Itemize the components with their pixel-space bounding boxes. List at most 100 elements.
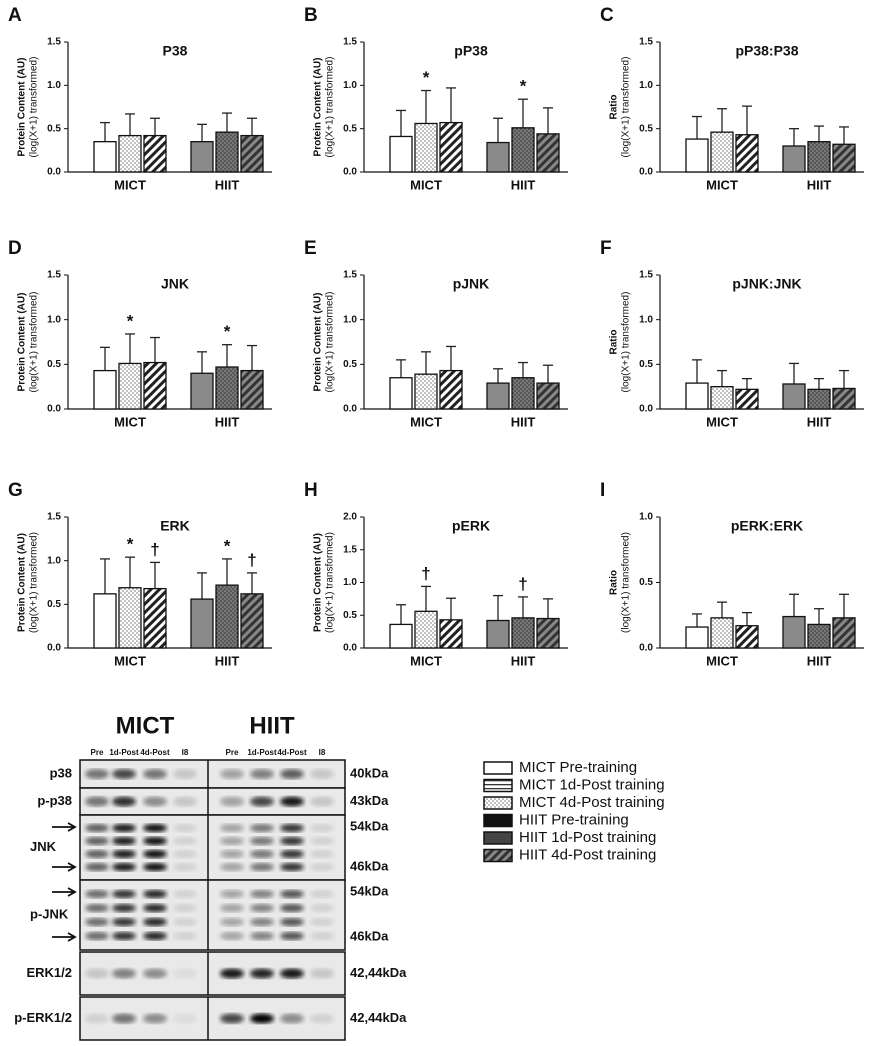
blot-band (85, 824, 109, 832)
blot-band (280, 837, 304, 845)
y-axis-label: (log(X+1) transformed) (325, 292, 336, 393)
blot-band (280, 904, 304, 912)
bar (486, 141, 510, 173)
y-tick-label: 0.5 (47, 123, 61, 134)
blot-band (143, 918, 167, 926)
blot-band (112, 796, 136, 807)
x-tick-label: MICT (706, 177, 738, 192)
bar (685, 138, 709, 173)
chart-title: ERK (160, 518, 190, 534)
bar (414, 122, 438, 173)
panel-letter: D (8, 238, 22, 259)
significance-label: * (423, 68, 430, 87)
blot-band (250, 932, 274, 940)
y-tick-label: 1.0 (343, 80, 357, 91)
blot-band (143, 890, 167, 898)
molecular-weight: 42,44kDa (350, 965, 407, 980)
bar (710, 386, 734, 410)
blot-band (280, 890, 304, 898)
y-tick-label: 1.5 (343, 544, 357, 555)
blot-band (85, 1013, 109, 1024)
y-tick-label: 1.0 (639, 80, 653, 91)
blot-band (112, 968, 136, 979)
blot-band (220, 824, 244, 832)
y-tick-label: 0.0 (639, 167, 653, 178)
blot-band (280, 796, 304, 807)
bar (118, 134, 142, 173)
y-tick-label: 0.5 (639, 359, 653, 370)
blot-band (112, 769, 136, 779)
y-tick-label: 0.5 (343, 123, 357, 134)
chart-title: P38 (163, 43, 188, 59)
lane-label: 4d-Post (277, 748, 307, 757)
legend-swatch (483, 831, 513, 845)
blot-row-label: p38 (50, 765, 72, 780)
blot-band (173, 1013, 197, 1024)
bar (807, 141, 831, 173)
blot-band (310, 1013, 334, 1024)
panel-letter: I (600, 480, 605, 501)
blot-band (310, 796, 334, 807)
bar (807, 623, 831, 649)
bar (832, 617, 856, 649)
x-tick-label: HIIT (215, 177, 240, 192)
y-tick-label: 1.5 (639, 270, 653, 281)
chart-title: pERK:ERK (731, 518, 803, 534)
bar (190, 141, 214, 173)
x-tick-label: HIIT (511, 177, 536, 192)
molecular-weight: 46kDa (350, 928, 389, 943)
y-tick-label: 1.0 (47, 314, 61, 325)
blot-band (280, 932, 304, 940)
significance-label: † (421, 564, 430, 583)
blot-band (310, 904, 334, 912)
x-tick-label: MICT (410, 414, 442, 429)
bar (536, 133, 560, 173)
blot-band (220, 863, 244, 871)
bar (389, 623, 413, 649)
blot-band (310, 968, 334, 979)
lane-label: Pre (91, 748, 104, 757)
x-tick-label: HIIT (215, 653, 240, 668)
legend-label: HIIT Pre-training (519, 811, 629, 828)
bar (807, 388, 831, 410)
blot-band (250, 796, 274, 807)
x-tick-label: MICT (410, 177, 442, 192)
blot-band (310, 837, 334, 845)
blot-band (143, 863, 167, 871)
blot-band (220, 904, 244, 912)
blot-row-label: p-ERK1/2 (14, 1010, 72, 1025)
blot-band (310, 932, 334, 940)
y-tick-label: 1.5 (639, 37, 653, 48)
blot-band (250, 769, 274, 779)
panel-letter: H (304, 480, 318, 501)
y-axis-label: (log(X+1) transformed) (325, 57, 336, 158)
y-axis-label: (log(X+1) transformed) (621, 532, 632, 633)
blot-band (220, 1013, 244, 1024)
blot-band (173, 904, 197, 912)
blot-band (85, 850, 109, 858)
legend-label: MICT Pre-training (519, 759, 637, 776)
bar (439, 619, 463, 649)
y-tick-label: 1.0 (47, 80, 61, 91)
lane-label: 4d-Post (140, 748, 170, 757)
x-tick-label: MICT (410, 653, 442, 668)
legend-label: MICT 4d-Post training (519, 794, 665, 811)
y-axis-label: (log(X+1) transformed) (29, 292, 40, 393)
blot-band (112, 904, 136, 912)
blot-band (112, 890, 136, 898)
bar (143, 134, 167, 173)
blot-band (85, 769, 109, 779)
blot-band (112, 837, 136, 845)
blot-band (85, 918, 109, 926)
y-tick-label: 0.0 (47, 404, 61, 415)
significance-label: * (127, 311, 134, 330)
molecular-weight: 42,44kDa (350, 1010, 407, 1025)
lane-label: 1d-Post (109, 748, 139, 757)
blot-band (85, 863, 109, 871)
blot-group: HIIT (249, 712, 295, 739)
blot-band (173, 837, 197, 845)
blot-band (310, 863, 334, 871)
y-axis-label: (log(X+1) transformed) (621, 57, 632, 158)
blot-band (310, 824, 334, 832)
